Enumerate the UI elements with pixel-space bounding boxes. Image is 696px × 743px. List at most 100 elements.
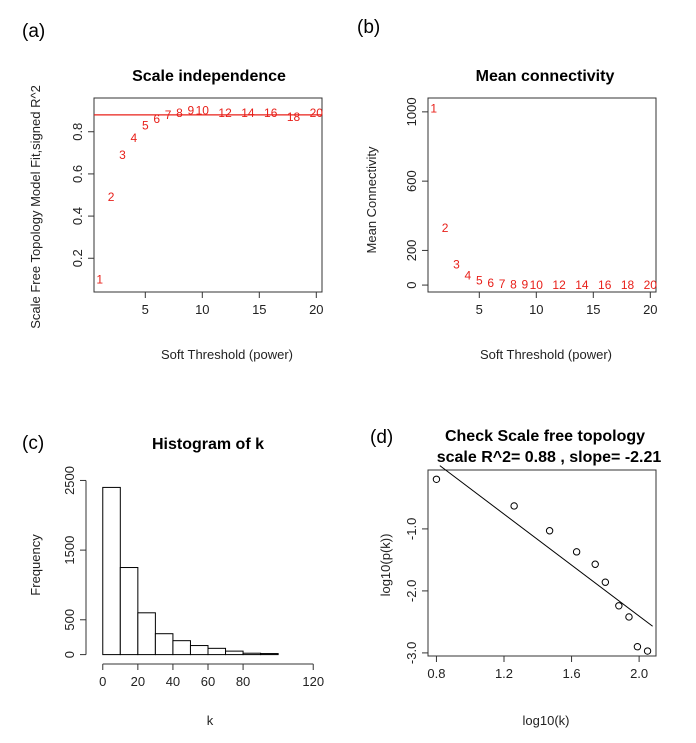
- histogram-bar: [189, 645, 209, 656]
- data-point: [572, 548, 581, 556]
- point-label: 12: [218, 106, 232, 120]
- x-tick-label: 1.6: [563, 666, 581, 681]
- point-label: 7: [165, 108, 172, 122]
- panel-a-label: (a): [22, 21, 45, 42]
- point-label: 14: [241, 106, 255, 120]
- panel-b-title: Mean connectivity: [476, 68, 615, 85]
- x-tick-label: 0.8: [427, 666, 445, 681]
- data-point: [601, 578, 610, 586]
- x-tick-label: 2.0: [630, 666, 648, 681]
- point-label: 1: [430, 101, 437, 115]
- point-label: 4: [131, 131, 138, 145]
- point-label: 5: [142, 118, 149, 132]
- point-label: 7: [499, 277, 506, 291]
- y-tick-label: 1000: [404, 97, 419, 126]
- point-label: 16: [264, 106, 278, 120]
- x-tick-label: 60: [201, 674, 215, 689]
- point-label: 20: [644, 278, 658, 292]
- panel-a-axes: 5 10 15 20 0.2 0.4 0.6 0.8: [70, 97, 324, 317]
- panel-c-label: (c): [22, 433, 44, 454]
- x-tick-label: 10: [529, 302, 543, 317]
- y-tick-label: 0: [62, 651, 77, 658]
- data-point: [643, 647, 652, 655]
- y-tick-label: -2.0: [404, 580, 419, 602]
- x-tick-label: 10: [195, 302, 209, 317]
- y-tick-label: -3.0: [404, 642, 419, 664]
- panel-c-marks: [102, 486, 279, 656]
- data-point: [510, 502, 518, 510]
- y-tick-label: 1500: [62, 536, 77, 565]
- x-tick-label: 80: [236, 674, 250, 689]
- x-tick-label: 20: [131, 674, 145, 689]
- point-label: 2: [108, 190, 115, 204]
- y-tick-label: 200: [404, 240, 419, 262]
- data-point: [591, 560, 599, 568]
- histogram-bar: [137, 612, 156, 656]
- x-tick-label: 15: [586, 302, 600, 317]
- data-point: [633, 643, 642, 651]
- panel-a-xlabel: Soft Threshold (power): [161, 347, 293, 362]
- histogram-bar: [242, 652, 262, 656]
- x-tick-label: 5: [476, 302, 483, 317]
- x-tick-label: 0: [99, 674, 106, 689]
- panel-d-ylabel: log10(p(k)): [378, 534, 393, 597]
- histogram-bar: [102, 486, 121, 656]
- histogram-bar: [260, 653, 279, 656]
- point-label: 9: [522, 278, 529, 292]
- x-tick-label: 20: [643, 302, 657, 317]
- data-point: [545, 527, 554, 535]
- point-label: 14: [575, 278, 589, 292]
- point-label: 3: [453, 257, 460, 271]
- point-label: 5: [476, 274, 483, 288]
- panel-b: (b) Mean connectivity Soft Threshold (po…: [357, 17, 658, 362]
- panel-b-xlabel: Soft Threshold (power): [480, 347, 612, 362]
- panel-c-axes: 0 20 40 60 80 120 0 500 1500 2500: [62, 466, 324, 689]
- y-tick-label: 0.4: [70, 207, 85, 225]
- y-tick-label: 0.8: [70, 123, 85, 141]
- panel-d-axes: 0.8 1.2 1.6 2.0 -1.0 -2.0 -3.0: [404, 469, 657, 681]
- point-label: 18: [287, 110, 301, 124]
- panel-c: (c) Histogram of k k Frequency 0 20 40 60 80…: [22, 433, 324, 728]
- panel-a-ylabel: Scale Free Topology Model Fit,signed R^2: [28, 85, 43, 329]
- panel-d-subtitle: scale R^2= 0.88 , slope= -2.21: [437, 449, 662, 466]
- y-tick-label: 600: [404, 170, 419, 192]
- panel-d-xlabel: log10(k): [523, 713, 570, 728]
- point-label: 4: [465, 269, 472, 283]
- panel-d: (d) Check Scale free topology scale R^2=…: [370, 427, 661, 728]
- point-label: 10: [196, 104, 210, 118]
- data-point: [615, 602, 623, 610]
- histogram-bar: [119, 567, 139, 656]
- y-tick-label: -1.0: [404, 518, 419, 540]
- data-point: [625, 613, 633, 621]
- panel-c-xlabel: k: [207, 713, 214, 728]
- point-label: 16: [598, 278, 612, 292]
- point-label: 9: [188, 104, 195, 118]
- point-label: 1: [96, 272, 103, 286]
- panel-b-ylabel: Mean Connectivity: [364, 146, 379, 253]
- y-tick-label: 0.2: [70, 249, 85, 267]
- histogram-bar: [207, 647, 227, 656]
- point-label: 6: [487, 276, 494, 290]
- panel-d-title: Check Scale free topology: [445, 428, 645, 445]
- point-label: 20: [310, 106, 324, 120]
- panel-c-ylabel: Frequency: [28, 534, 43, 596]
- y-tick-label: 0.6: [70, 165, 85, 183]
- point-label: 8: [510, 278, 517, 292]
- point-label: 8: [176, 106, 183, 120]
- panel-d-marks: [432, 465, 653, 655]
- histogram-bar: [154, 633, 174, 656]
- point-label: 6: [153, 112, 160, 126]
- plot-frame: [93, 97, 323, 293]
- point-label: 18: [621, 278, 635, 292]
- y-tick-label: 2500: [62, 466, 77, 495]
- plot-frame: [427, 469, 657, 657]
- x-tick-label: 15: [252, 302, 266, 317]
- y-tick-label: 0: [404, 281, 419, 288]
- panel-a-title: Scale independence: [132, 68, 286, 85]
- panel-d-label: (d): [370, 427, 393, 448]
- plot-frame: [427, 97, 657, 293]
- histogram-bar: [172, 640, 191, 656]
